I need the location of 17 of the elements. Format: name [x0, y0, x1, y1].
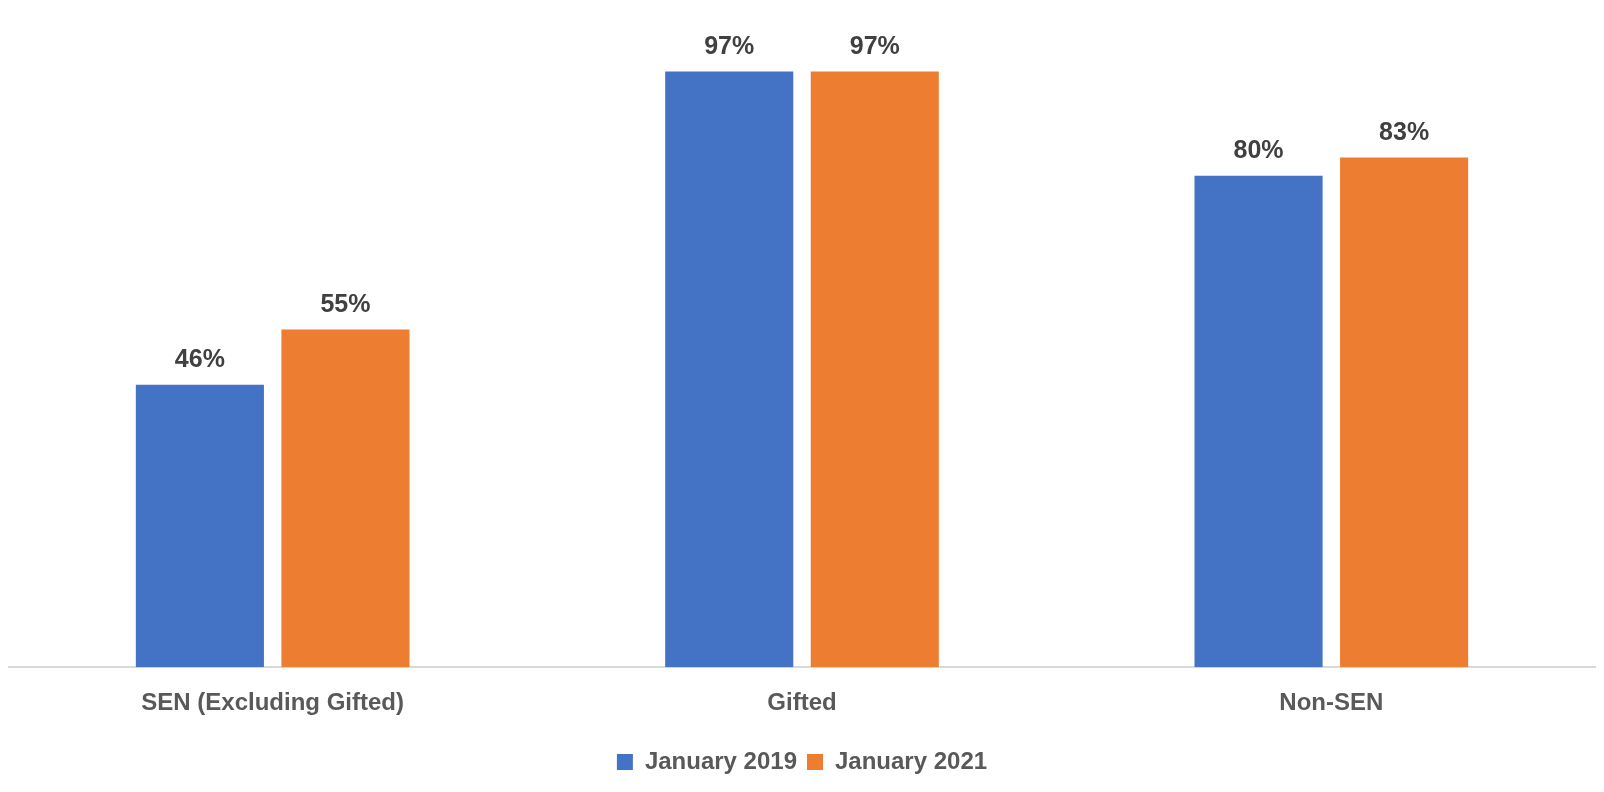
data-label: 55% — [320, 288, 371, 317]
bar — [135, 384, 264, 668]
data-label: 83% — [1379, 116, 1430, 145]
x-tick-label: Non-SEN — [1279, 688, 1384, 716]
data-label: 97% — [704, 30, 755, 59]
bar — [810, 71, 939, 668]
data-label: 46% — [174, 344, 225, 373]
data-label: 80% — [1233, 135, 1284, 164]
data-label: 97% — [849, 30, 900, 59]
bar — [665, 71, 794, 668]
bar — [1194, 175, 1323, 668]
x-tick-label: Gifted — [767, 688, 837, 716]
legend-label: January 2021 — [835, 746, 988, 774]
bar — [281, 329, 410, 668]
x-tick-label: SEN (Excluding Gifted) — [141, 688, 405, 716]
bar — [1340, 157, 1469, 668]
legend-label: January 2019 — [644, 746, 797, 774]
